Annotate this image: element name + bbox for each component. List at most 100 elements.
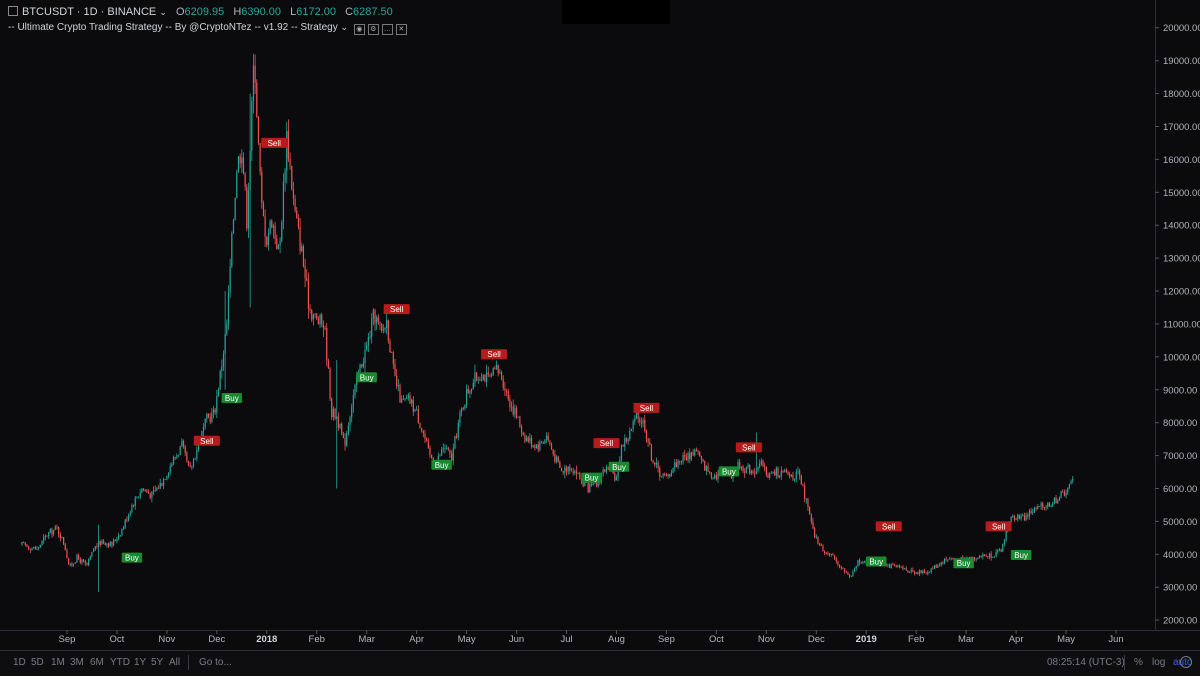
candle-body bbox=[602, 469, 604, 475]
period-ytd[interactable]: YTD bbox=[110, 657, 130, 668]
signal-text: Buy bbox=[360, 373, 374, 382]
candle-body bbox=[249, 150, 251, 191]
goto-button[interactable]: Go to... bbox=[199, 657, 232, 668]
candle-body bbox=[744, 471, 746, 473]
candle-body bbox=[254, 65, 256, 83]
candle-body bbox=[1025, 515, 1027, 521]
buy-signal: Buy bbox=[581, 472, 602, 483]
period-all[interactable]: All bbox=[169, 657, 181, 668]
x-tick-label: Feb bbox=[309, 634, 325, 645]
close-icon[interactable]: ✕ bbox=[395, 24, 407, 35]
settings-icon[interactable]: ⚙ bbox=[367, 24, 379, 35]
chart-area[interactable]: Buy Sell Buy Sell Buy Sell Buy Sell Buy Sell Buy Se… bbox=[0, 0, 1200, 650]
period-1y[interactable]: 1Y bbox=[134, 657, 147, 668]
candle-body bbox=[524, 435, 526, 442]
study-legend[interactable]: -- Ultimate Crypto Trading Strategy -- B… bbox=[8, 22, 407, 35]
percent-toggle[interactable]: % bbox=[1134, 657, 1143, 668]
x-tick-label: Sep bbox=[59, 634, 76, 645]
candle-body bbox=[584, 482, 586, 487]
candle-body bbox=[297, 217, 300, 227]
y-tick-label: 14000.00 bbox=[1163, 221, 1200, 232]
candle-body bbox=[860, 562, 862, 564]
buy-signal: Buy bbox=[356, 372, 377, 383]
candle-body bbox=[587, 482, 589, 493]
candle-body bbox=[1050, 506, 1052, 507]
period-3m[interactable]: 3M bbox=[70, 657, 84, 668]
candle-body bbox=[61, 537, 63, 539]
candle-body bbox=[1023, 514, 1026, 521]
candle-body bbox=[347, 425, 349, 434]
period-1d[interactable]: 1D bbox=[13, 657, 26, 668]
candle-body bbox=[1035, 507, 1037, 509]
symbol-legend[interactable]: BTCUSDT · 1D · BINANCE ⌄ O6209.95 H6390.… bbox=[8, 5, 393, 19]
candle-body bbox=[520, 426, 523, 433]
candle-body bbox=[849, 574, 851, 577]
candle-body bbox=[962, 557, 964, 558]
candle-body bbox=[597, 481, 599, 487]
candle-body bbox=[772, 471, 774, 473]
candle-body bbox=[374, 309, 376, 324]
candle-body bbox=[702, 459, 704, 462]
candle-body bbox=[366, 345, 368, 350]
y-tick-label: 9000.00 bbox=[1163, 385, 1197, 396]
candle-body bbox=[654, 462, 656, 465]
candle-body bbox=[88, 559, 90, 566]
candle-body bbox=[987, 556, 989, 558]
candle-body bbox=[652, 460, 654, 463]
price-chart[interactable]: Buy Sell Buy Sell Buy Sell Buy Sell Buy Sell Buy Se… bbox=[0, 0, 1200, 650]
x-tick-label: Feb bbox=[908, 634, 924, 645]
candle-body bbox=[326, 328, 328, 361]
more-icon[interactable]: … bbox=[381, 24, 393, 35]
log-toggle[interactable]: log bbox=[1152, 657, 1166, 668]
signal-text: Buy bbox=[435, 461, 449, 470]
collapse-legend-icon[interactable] bbox=[8, 6, 18, 16]
candle-body bbox=[925, 573, 927, 574]
candle-body bbox=[231, 233, 233, 267]
candle-body bbox=[760, 460, 762, 464]
candle-body bbox=[689, 453, 691, 460]
candle-body bbox=[933, 565, 936, 569]
candle-body bbox=[287, 130, 290, 159]
candle-body bbox=[500, 372, 503, 380]
candle-body bbox=[372, 309, 374, 319]
candle-body bbox=[182, 440, 185, 447]
divider bbox=[1124, 655, 1125, 670]
eye-icon[interactable]: ◉ bbox=[353, 24, 365, 35]
candle-body bbox=[1040, 503, 1042, 507]
candle-body bbox=[456, 436, 458, 438]
candle-body bbox=[449, 449, 451, 454]
study-label[interactable]: -- Ultimate Crypto Trading Strategy -- B… bbox=[8, 22, 338, 33]
chevron-down-icon[interactable]: ⌄ bbox=[159, 7, 167, 17]
candle-body bbox=[397, 385, 399, 387]
candle-body bbox=[535, 444, 538, 449]
candle-body bbox=[169, 466, 171, 474]
period-6m[interactable]: 6M bbox=[90, 657, 104, 668]
candle-body bbox=[189, 465, 191, 467]
period-1m[interactable]: 1M bbox=[51, 657, 65, 668]
candle-body bbox=[978, 556, 981, 559]
candle-body bbox=[888, 564, 891, 568]
study-chevron-icon[interactable]: ⌄ bbox=[340, 22, 349, 32]
candle-body bbox=[1028, 510, 1031, 517]
candle-body bbox=[624, 438, 626, 447]
candle-body bbox=[1072, 478, 1074, 481]
x-tick-label: Apr bbox=[1009, 634, 1024, 645]
gear-icon[interactable] bbox=[1180, 656, 1192, 668]
symbol-label[interactable]: BTCUSDT · 1D · BINANCE bbox=[22, 6, 157, 18]
candle-body bbox=[910, 570, 912, 572]
sell-signal: Sell bbox=[481, 349, 508, 360]
signal-box bbox=[581, 472, 602, 483]
period-5d[interactable]: 5D bbox=[31, 657, 44, 668]
period-5y[interactable]: 5Y bbox=[151, 657, 164, 668]
candle-body bbox=[114, 540, 116, 541]
candle-body bbox=[179, 446, 181, 455]
candle-body bbox=[785, 470, 787, 473]
candle-body bbox=[376, 317, 378, 324]
candle-body bbox=[329, 368, 331, 399]
candle-body bbox=[850, 576, 852, 577]
candle-body bbox=[327, 360, 329, 369]
candle-body bbox=[829, 553, 831, 555]
candle-body bbox=[99, 541, 101, 545]
candle-body bbox=[251, 100, 253, 151]
candle-body bbox=[467, 388, 469, 394]
